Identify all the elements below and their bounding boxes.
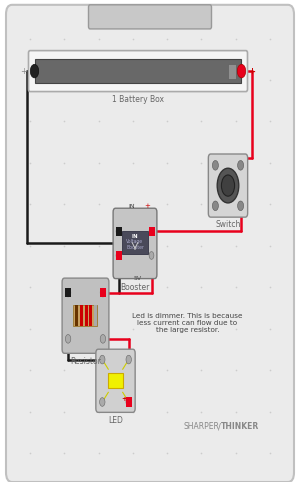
Circle shape (30, 65, 39, 78)
Circle shape (149, 228, 154, 235)
FancyBboxPatch shape (96, 349, 135, 413)
FancyBboxPatch shape (28, 51, 248, 92)
Text: +: + (144, 203, 150, 209)
Bar (85, 305, 88, 326)
FancyBboxPatch shape (88, 5, 212, 29)
Text: Switch: Switch (215, 220, 241, 229)
Bar (94, 305, 97, 326)
Text: 5V: 5V (134, 276, 142, 281)
Bar (122, 231, 148, 254)
Text: Booster: Booster (120, 283, 150, 292)
Bar (116, 251, 122, 260)
Circle shape (237, 65, 246, 78)
Bar (108, 373, 123, 388)
Circle shape (116, 228, 121, 235)
FancyBboxPatch shape (62, 278, 109, 353)
Bar (34, 59, 242, 83)
Bar (228, 64, 236, 79)
Bar (80, 305, 83, 326)
Circle shape (100, 398, 105, 406)
FancyBboxPatch shape (113, 208, 157, 279)
Circle shape (149, 252, 154, 259)
Circle shape (100, 355, 105, 364)
Text: Voltage: Voltage (126, 240, 144, 244)
Circle shape (100, 288, 106, 297)
Text: +: + (21, 67, 27, 76)
Text: 1 Battery Box: 1 Battery Box (112, 95, 164, 104)
Text: Booster: Booster (126, 245, 144, 250)
FancyBboxPatch shape (208, 154, 248, 217)
Bar (65, 288, 71, 297)
Bar (75, 305, 78, 326)
Text: SHARPER: SHARPER (183, 422, 219, 431)
Circle shape (126, 398, 131, 406)
FancyBboxPatch shape (6, 5, 294, 482)
Bar (116, 227, 122, 236)
Bar (148, 227, 154, 236)
Text: Resistor: Resistor (70, 357, 101, 366)
Circle shape (100, 335, 106, 343)
Text: THINKER: THINKER (220, 422, 259, 431)
Bar (126, 397, 132, 407)
Circle shape (65, 288, 71, 297)
Text: IN: IN (132, 234, 138, 239)
Circle shape (65, 335, 71, 343)
Circle shape (217, 168, 239, 203)
Circle shape (126, 355, 131, 364)
Text: LED: LED (108, 415, 123, 425)
Text: /: / (218, 422, 221, 431)
Circle shape (212, 201, 218, 211)
Circle shape (238, 161, 244, 170)
Text: +: + (122, 396, 128, 402)
Circle shape (116, 252, 121, 259)
Circle shape (212, 161, 218, 170)
Circle shape (238, 201, 244, 211)
Text: Led is dimmer. This is because
less current can flow due to
the large resistor.: Led is dimmer. This is because less curr… (132, 313, 243, 333)
Bar (74, 305, 98, 326)
Text: IN: IN (129, 204, 135, 209)
Circle shape (221, 175, 235, 196)
Text: +: + (248, 67, 256, 76)
Bar (89, 305, 92, 326)
Bar (100, 288, 106, 297)
